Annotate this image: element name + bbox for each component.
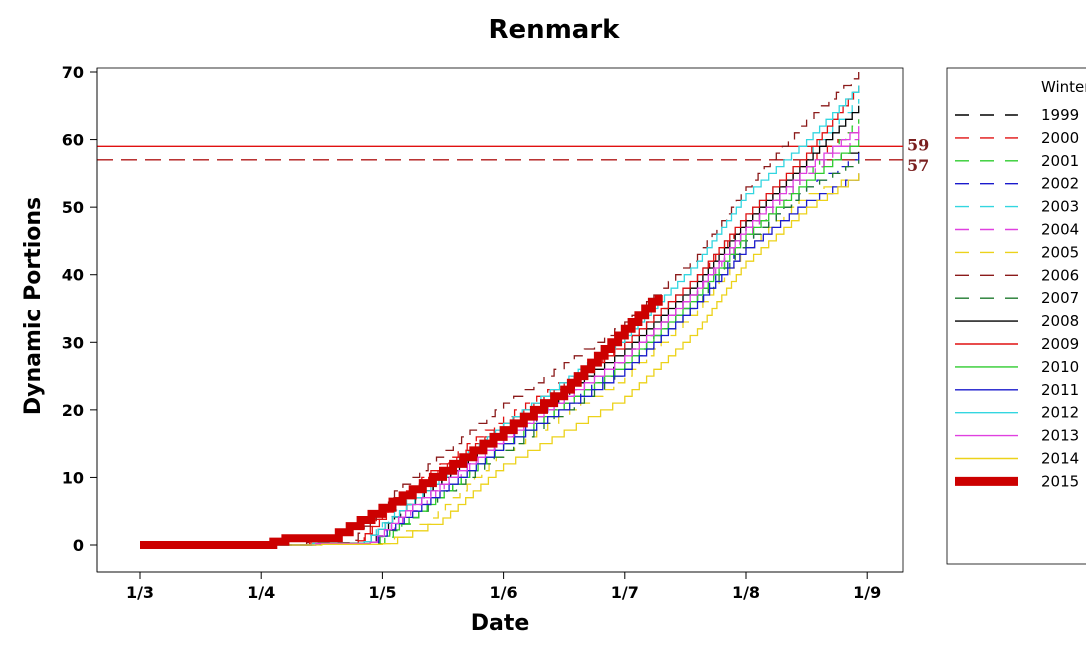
series-line-2013 (140, 126, 860, 546)
legend-label: 2008 (1041, 312, 1079, 330)
legend-label: 2005 (1041, 243, 1079, 261)
x-tick-label: 1/8 (732, 583, 760, 602)
y-tick-label: 40 (62, 266, 84, 285)
legend-label: 2014 (1041, 450, 1079, 468)
series-line-2010 (140, 139, 860, 546)
legend-label: 2007 (1041, 289, 1079, 307)
legend-label: 2002 (1041, 175, 1079, 193)
x-tick-label: 1/4 (247, 583, 275, 602)
y-tick-label: 70 (62, 63, 84, 82)
x-tick-label: 1/6 (490, 583, 518, 602)
series-lines (140, 72, 860, 549)
legend-label: 2012 (1041, 404, 1079, 422)
y-axis: 0 10 20 30 40 50 60 70 (62, 63, 98, 572)
y-tick-label: 0 (73, 536, 84, 555)
series-line-2008 (140, 105, 860, 546)
legend-label: 1999 (1041, 106, 1079, 124)
y-axis-label: Dynamic Portions (21, 197, 46, 415)
series-line-2011 (140, 173, 860, 546)
y-tick-label: 60 (62, 131, 84, 150)
x-tick-label: 1/5 (368, 583, 396, 602)
x-tick-label: 1/9 (853, 583, 881, 602)
legend-items: 1999 2000 2001 2002 2003 2004 2005 2006 2007 2008… (955, 106, 1079, 490)
x-tick-label: 1/7 (611, 583, 639, 602)
legend-label: 2001 (1041, 152, 1079, 170)
legend-label: 2004 (1041, 221, 1079, 239)
y-tick-label: 10 (62, 468, 84, 487)
legend: Winter 1999 2000 2001 2002 2003 2004 2005 2006 2… (946, 67, 1086, 565)
legend-label: 2011 (1041, 381, 1079, 399)
y-tick-label: 50 (62, 198, 84, 217)
reference-line-label: 59 (907, 135, 929, 154)
series-line-2014 (140, 173, 860, 546)
chart-title: Renmark (489, 15, 621, 45)
series-line-2015 (140, 295, 663, 549)
x-axis: 1/3 1/4 1/5 1/6 1/7 1/8 1/9 (97, 571, 903, 602)
legend-label: 2009 (1041, 335, 1079, 353)
x-tick-label: 1/3 (126, 583, 154, 602)
legend-label: 2010 (1041, 358, 1079, 376)
legend-label: 2006 (1041, 266, 1079, 284)
legend-label: 2015 (1041, 472, 1079, 490)
legend-label: 2013 (1041, 427, 1079, 445)
y-tick-label: 20 (62, 401, 84, 420)
legend-title: Winter (1041, 78, 1086, 96)
x-axis-label: Date (471, 611, 530, 636)
reference-line-label: 57 (907, 156, 929, 175)
y-tick-label: 30 (62, 333, 84, 352)
legend-label: 2000 (1041, 129, 1079, 147)
legend-label: 2003 (1041, 198, 1079, 216)
